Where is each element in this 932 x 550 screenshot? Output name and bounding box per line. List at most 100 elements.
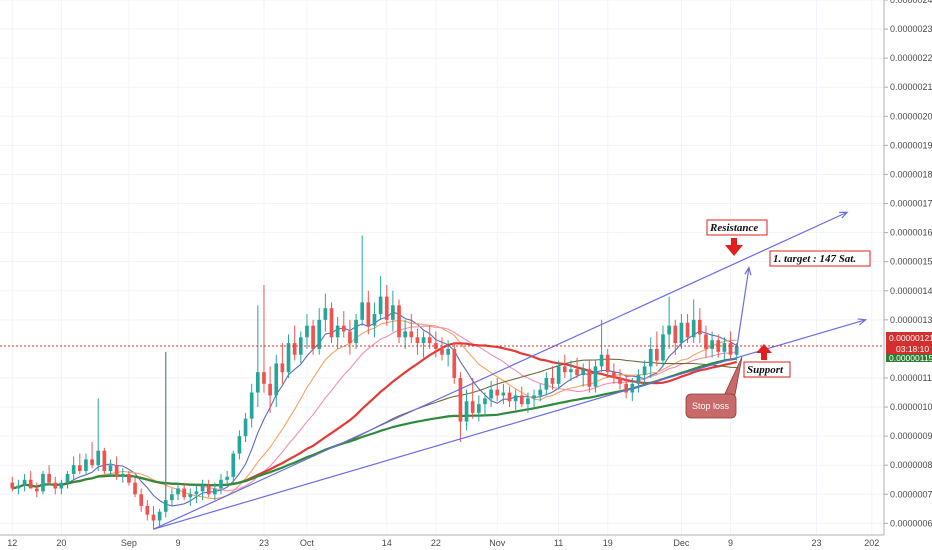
- candle: [636, 369, 641, 393]
- candle: [305, 314, 309, 349]
- candle: [378, 276, 383, 320]
- candle: [593, 360, 598, 393]
- target-label: 1. target : 147 Sat.: [773, 253, 856, 265]
- candle: [127, 471, 131, 486]
- candle: [655, 331, 659, 367]
- candle: [544, 372, 549, 396]
- candle: [133, 476, 137, 498]
- x-tick-label: 9: [728, 538, 733, 548]
- candle: [679, 314, 684, 349]
- candles: [10, 235, 739, 530]
- candle: [550, 366, 555, 390]
- target-box: [769, 250, 871, 267]
- resistance-arrow-icon: [725, 238, 743, 256]
- candle: [114, 456, 119, 480]
- x-tick-label: Sep: [121, 538, 137, 548]
- resistance-annotation[interactable]: Resistance: [706, 219, 768, 236]
- candle: [697, 308, 702, 344]
- candle: [157, 508, 162, 527]
- candle: [532, 389, 536, 408]
- x-tick-label: 22: [431, 538, 441, 548]
- stop-loss-box: [685, 393, 737, 419]
- x-tick-label: 19: [603, 538, 613, 548]
- candle: [145, 500, 150, 521]
- second-price-label: 0.00000115: [889, 353, 932, 363]
- candle: [569, 360, 573, 381]
- x-axis-background: [0, 535, 884, 550]
- candle: [90, 441, 94, 469]
- candle: [704, 325, 708, 358]
- candle: [587, 360, 592, 393]
- candle: [458, 372, 463, 442]
- x-tick-label: 11: [554, 538, 563, 548]
- stop-loss-callout[interactable]: Stop loss: [685, 356, 743, 419]
- candle: [323, 293, 328, 332]
- trendline-arrowhead: [857, 318, 868, 326]
- x-axis[interactable]: 12 20 Sep 9 23 Oct 14 22 Nov 11 19 Dec 9 23 202: [0, 534, 884, 550]
- x-tick-label: 20: [56, 538, 66, 548]
- second-price-tag-bg: [886, 354, 932, 362]
- candle: [495, 377, 500, 402]
- candle: [231, 450, 236, 483]
- candle: [268, 366, 272, 413]
- candle: [581, 363, 586, 387]
- target-annotation[interactable]: 1. target : 147 Sat.: [769, 250, 871, 267]
- candle: [280, 343, 285, 384]
- candle: [409, 314, 414, 344]
- target-arrowhead: [744, 265, 752, 276]
- candle: [96, 398, 101, 472]
- candle: [661, 325, 665, 367]
- candle: [446, 340, 450, 367]
- candle: [200, 479, 205, 501]
- candle: [41, 471, 45, 495]
- candle: [120, 468, 125, 483]
- y-axis-background: [884, 0, 932, 550]
- candle: [624, 375, 629, 399]
- candle: [286, 334, 291, 378]
- stop-loss-label: Stop loss: [692, 401, 730, 411]
- candle: [434, 331, 438, 358]
- candle: [575, 357, 579, 378]
- candle: [335, 316, 340, 349]
- resistance-label: Resistance: [709, 222, 758, 234]
- candle: [65, 471, 70, 489]
- support-annotation[interactable]: Support: [743, 361, 791, 378]
- candle: [28, 471, 33, 489]
- candle: [519, 386, 524, 408]
- candle: [176, 482, 180, 501]
- x-tick-label: 9: [176, 538, 181, 548]
- current-price-tag: 0.00000121 03:18:10 0.00000115: [886, 332, 932, 363]
- support-arrow-icon: [756, 344, 772, 360]
- candle: [722, 337, 727, 361]
- candle: [673, 319, 678, 355]
- candle: [391, 290, 395, 332]
- candle: [71, 456, 76, 480]
- candle: [384, 284, 389, 326]
- candle: [53, 476, 58, 495]
- candle: [685, 314, 690, 344]
- candle: [108, 459, 113, 477]
- x-tick-label: 202: [864, 538, 879, 548]
- x-tick-label: 23: [259, 538, 269, 548]
- candle: [151, 505, 156, 530]
- candle: [618, 369, 622, 390]
- candle: [47, 465, 51, 486]
- candle: [341, 311, 346, 338]
- candle: [206, 479, 211, 498]
- candle: [360, 235, 365, 326]
- candle: [249, 383, 254, 428]
- trendlines: [153, 211, 868, 530]
